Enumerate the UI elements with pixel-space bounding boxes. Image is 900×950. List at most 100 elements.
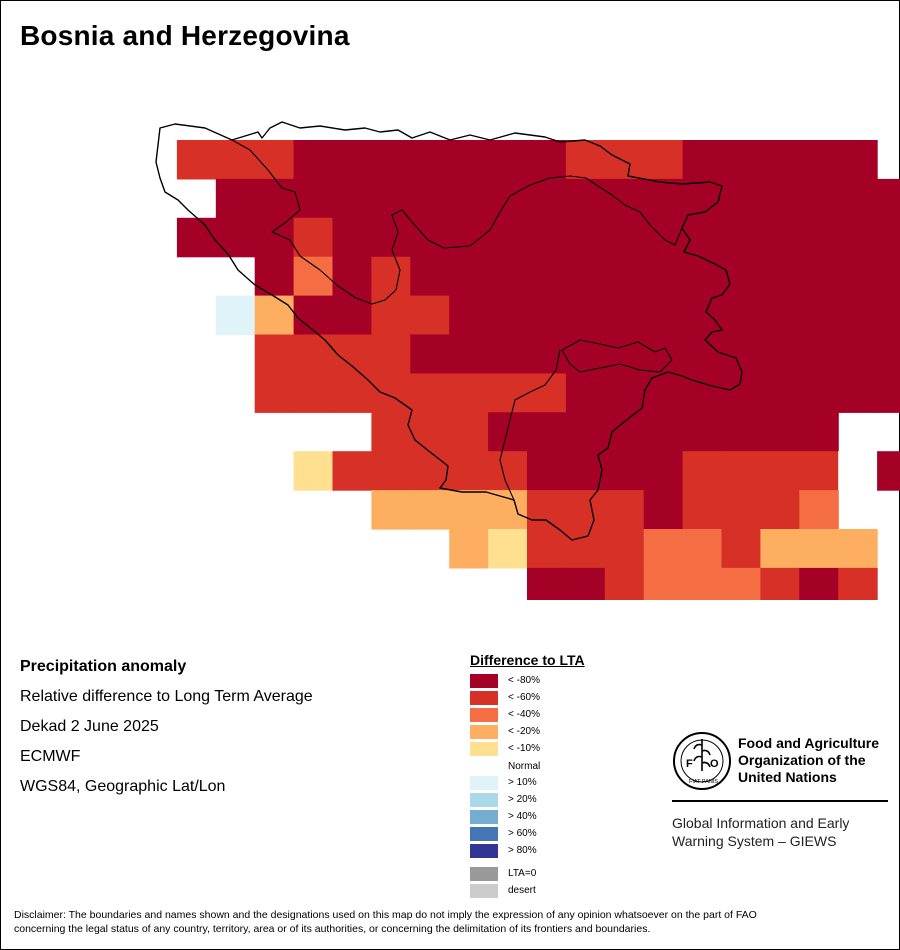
district-boundary bbox=[499, 339, 673, 501]
grid-cell bbox=[449, 412, 489, 452]
grid-cell bbox=[682, 567, 723, 600]
giews-line-2: Warning System – GIEWS bbox=[672, 833, 837, 849]
grid-cell bbox=[682, 373, 723, 413]
grid-cell bbox=[332, 373, 372, 413]
legend-swatch bbox=[470, 810, 498, 824]
grid-cell bbox=[604, 178, 645, 219]
grid-cell bbox=[254, 140, 295, 180]
grid-cell bbox=[293, 373, 334, 413]
grid-cell bbox=[488, 412, 528, 452]
grid-cell bbox=[254, 295, 295, 336]
grid-cell bbox=[215, 217, 256, 258]
country-border bbox=[155, 121, 743, 541]
grid-cell bbox=[877, 451, 900, 491]
grid-cell bbox=[838, 373, 878, 413]
disclaimer: Disclaimer: The boundaries and names sho… bbox=[14, 908, 884, 936]
grid-cell bbox=[527, 490, 567, 530]
grid-cell bbox=[604, 256, 645, 297]
legend-title: Difference to LTA bbox=[470, 652, 585, 668]
legend-label: LTA=0 bbox=[508, 868, 537, 879]
grid-cell bbox=[176, 217, 217, 258]
org-line-2: Organization of the bbox=[738, 752, 866, 768]
grid-cell bbox=[721, 295, 761, 336]
grid-cell bbox=[760, 567, 800, 600]
product-name: Precipitation anomaly bbox=[20, 658, 187, 675]
legend: Difference to LTA < -80% < -60% < -40% < -2… bbox=[470, 652, 585, 898]
grid-cell bbox=[215, 295, 256, 336]
grid-cell bbox=[760, 178, 800, 219]
grid-cell bbox=[838, 567, 878, 600]
grid-cell bbox=[643, 178, 684, 219]
time-period: Dekad 2 June 2025 bbox=[20, 718, 159, 735]
projection: WGS84, Geographic Lat/Lon bbox=[20, 778, 226, 795]
grid-cell bbox=[332, 451, 372, 491]
grid-cell bbox=[799, 295, 839, 336]
grid-cell bbox=[565, 567, 606, 600]
grid-cell bbox=[877, 295, 900, 336]
grid-cell bbox=[371, 373, 411, 413]
grid-cell bbox=[604, 334, 645, 374]
grid-cell bbox=[760, 140, 800, 180]
grid-cell bbox=[682, 256, 723, 297]
grid-cell bbox=[760, 451, 800, 491]
grid-cell bbox=[410, 140, 450, 180]
grid-cell bbox=[604, 567, 645, 600]
grid-cell bbox=[254, 256, 295, 297]
grid-cell bbox=[293, 334, 334, 374]
grid-cell bbox=[682, 490, 723, 530]
grid-cell bbox=[565, 217, 606, 258]
legend-swatch bbox=[470, 867, 498, 881]
grid-cell bbox=[838, 256, 878, 297]
legend-swatch bbox=[470, 827, 498, 841]
grid-cell bbox=[760, 529, 800, 569]
legend-label: < -10% bbox=[508, 743, 540, 754]
grid-cell bbox=[565, 140, 606, 180]
grid-cell bbox=[527, 334, 567, 374]
anomaly-grid bbox=[176, 140, 900, 600]
grid-cell bbox=[176, 140, 217, 180]
divider bbox=[672, 800, 888, 802]
legend-label: > 10% bbox=[508, 777, 537, 788]
grid-cell bbox=[721, 567, 761, 600]
grid-cell bbox=[410, 178, 450, 219]
grid-cell bbox=[449, 178, 489, 219]
map-title: Bosnia and Herzegovina bbox=[20, 20, 350, 51]
grid-cell bbox=[215, 178, 256, 219]
grid-cell bbox=[254, 373, 295, 413]
legend-label: Normal bbox=[508, 761, 541, 772]
grid-cell bbox=[760, 295, 800, 336]
grid-cell bbox=[682, 334, 723, 374]
disclaimer-line-2: concerning the legal status of any count… bbox=[14, 923, 651, 935]
grid-cell bbox=[877, 334, 900, 374]
grid-cell bbox=[643, 334, 684, 374]
fao-logo-icon: F O FIAT PANIS bbox=[673, 732, 731, 790]
grid-cell bbox=[565, 529, 606, 569]
grid-cell bbox=[410, 256, 450, 297]
grid-cell bbox=[643, 567, 684, 600]
grid-cell bbox=[293, 295, 334, 336]
grid-cell bbox=[682, 295, 723, 336]
grid-cell bbox=[838, 334, 878, 374]
legend-swatch bbox=[470, 844, 498, 858]
grid-cell bbox=[760, 490, 800, 530]
grid-cell bbox=[488, 217, 528, 258]
grid-cell bbox=[721, 529, 761, 569]
grid-cell bbox=[799, 256, 839, 297]
grid-cell bbox=[371, 256, 411, 297]
grid-cell bbox=[682, 140, 723, 180]
entity-boundary bbox=[231, 139, 683, 305]
legend-label: desert bbox=[508, 885, 536, 896]
grid-cell bbox=[293, 451, 334, 491]
grid-cell bbox=[799, 373, 839, 413]
grid-cell bbox=[527, 529, 567, 569]
grid-cell bbox=[449, 373, 489, 413]
grid-cell bbox=[449, 490, 489, 530]
legend-swatch bbox=[470, 742, 498, 756]
grid-cell bbox=[721, 334, 761, 374]
grid-cell bbox=[604, 412, 645, 452]
grid-cell bbox=[371, 217, 411, 258]
grid-cell bbox=[254, 178, 295, 219]
grid-cell bbox=[565, 295, 606, 336]
grid-cell bbox=[410, 334, 450, 374]
grid-cell bbox=[604, 451, 645, 491]
